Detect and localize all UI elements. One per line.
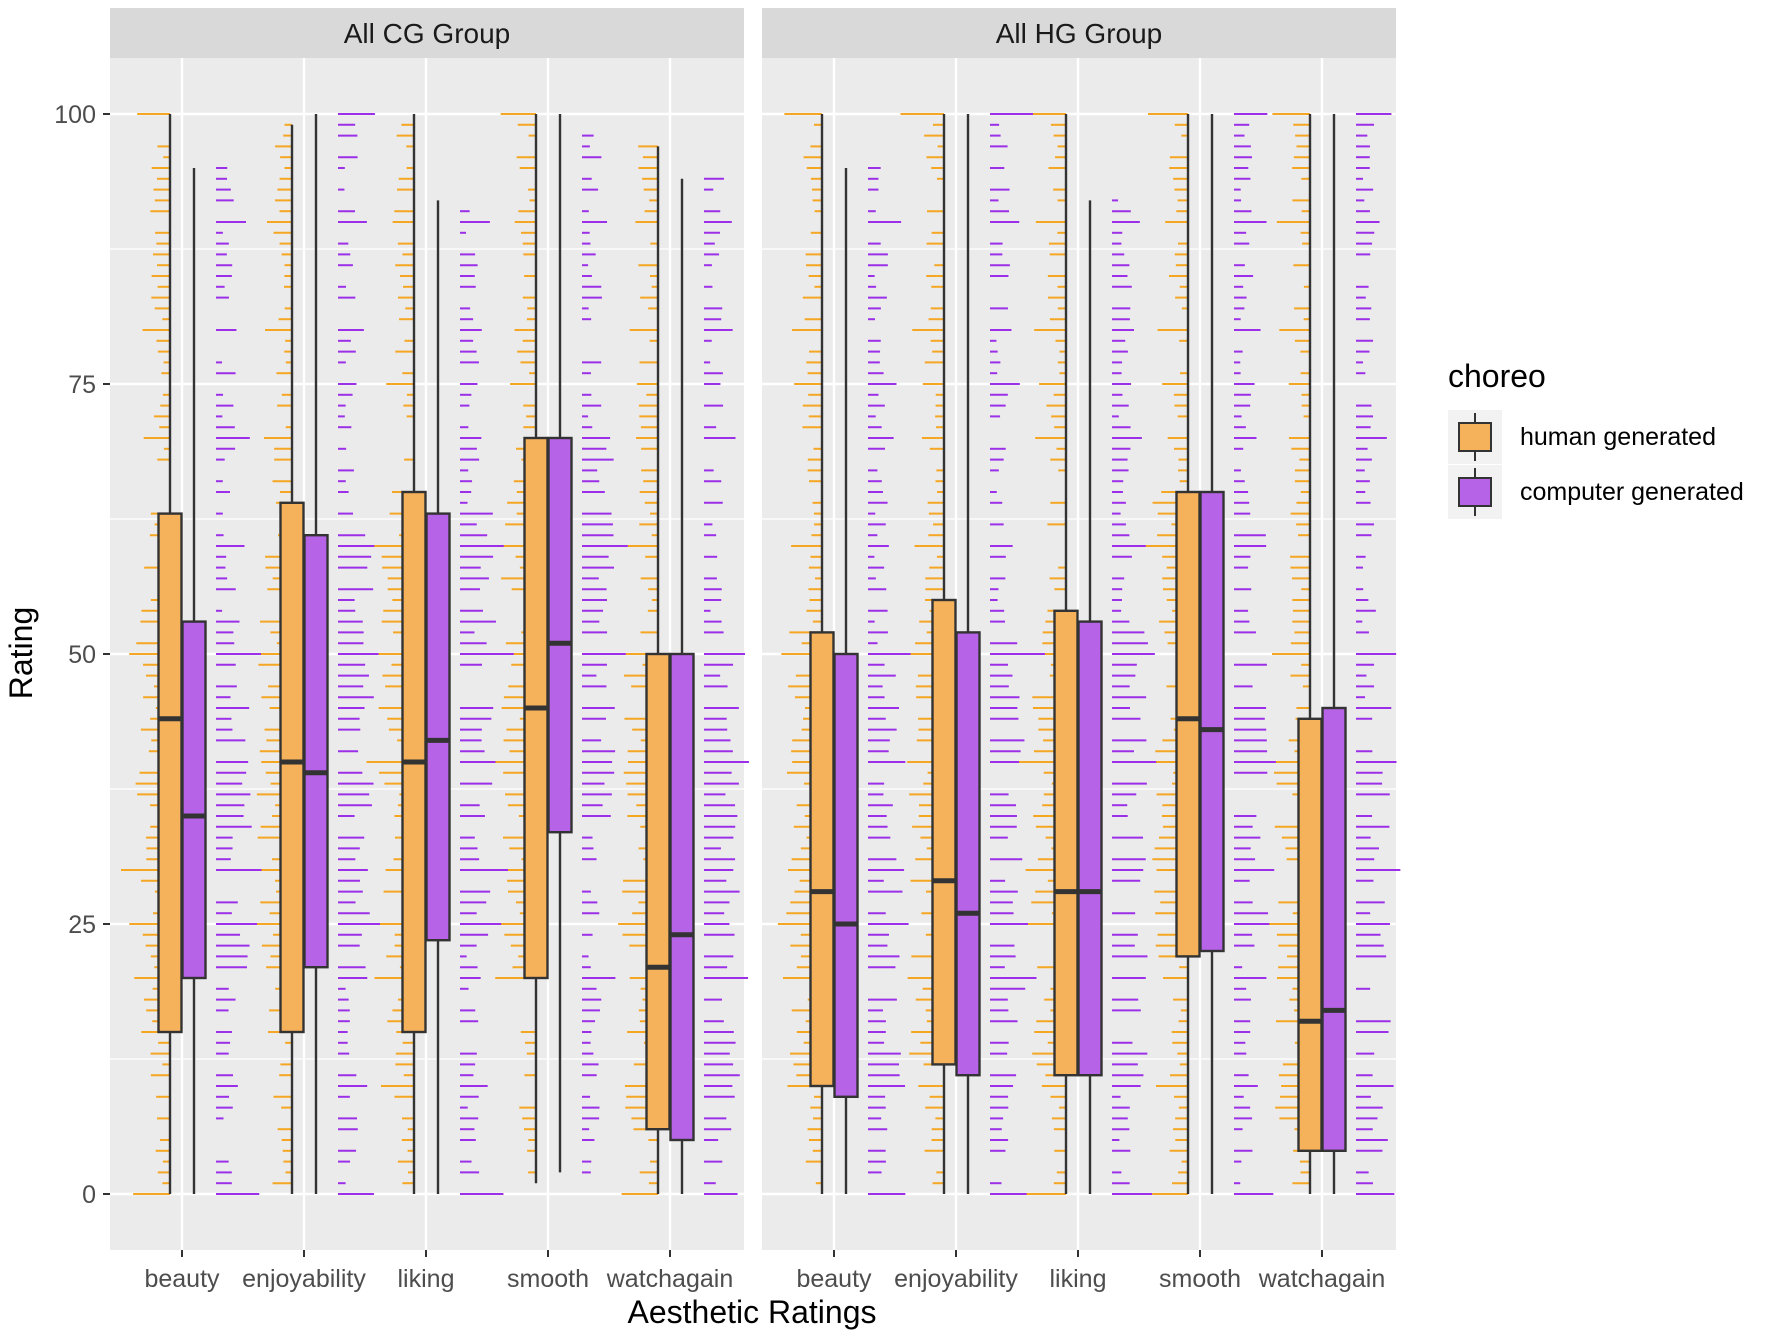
x-tick-label: enjoyability: [242, 1265, 366, 1293]
x-tick-label: enjoyability: [894, 1265, 1018, 1293]
x-tick-label: liking: [398, 1265, 455, 1293]
y-tick-label: 0: [82, 1181, 96, 1209]
axis-titles: Aesthetic Ratings Rating: [3, 607, 877, 1330]
rug-ticks-computer-liking: [1112, 199, 1157, 1195]
x-tick-label: beauty: [796, 1265, 872, 1293]
legend-key-human: [1458, 422, 1492, 452]
rug-ticks-computer-enjoyability: [990, 113, 1045, 1195]
box-computer-liking: [425, 200, 451, 1194]
panel-1: All CG Group beauty enjoyability liking smoo…: [110, 8, 749, 1293]
rug-ticks-computer-liking: [460, 210, 514, 1195]
box-computer-beauty: [181, 168, 207, 1194]
facet-strip: [762, 8, 1396, 58]
rug-ticks-computer-enjoyability: [338, 113, 381, 1195]
box-human-liking: [1053, 114, 1079, 1194]
x-tick-label: smooth: [1159, 1265, 1241, 1293]
legend: choreo human generated computer generate…: [1448, 358, 1744, 519]
box-iqr: [1297, 717, 1323, 1152]
x-axis-title: Aesthetic Ratings: [627, 1294, 876, 1330]
box-computer-watchagain: [1321, 114, 1347, 1194]
facet-strip-label: All CG Group: [344, 18, 511, 49]
x-tick-label: smooth: [507, 1265, 589, 1293]
y-axis-title: Rating: [3, 607, 39, 700]
box-iqr: [809, 631, 835, 1088]
y-tick-label: 25: [68, 911, 96, 939]
box-iqr: [303, 534, 329, 969]
box-computer-enjoyability: [303, 114, 329, 1194]
box-computer-enjoyability: [955, 114, 981, 1194]
box-human-beauty: [157, 114, 183, 1194]
box-computer-smooth: [1199, 114, 1225, 1194]
box-computer-smooth: [547, 114, 573, 1173]
box-iqr: [279, 501, 305, 1034]
y-tick-label: 75: [68, 371, 96, 399]
box-iqr: [425, 512, 451, 942]
box-iqr: [645, 652, 671, 1131]
box-human-smooth: [523, 114, 549, 1184]
x-tick-label: liking: [1050, 1265, 1107, 1293]
box-computer-beauty: [833, 168, 859, 1194]
box-computer-watchagain: [669, 178, 695, 1194]
box-iqr: [1053, 609, 1079, 1077]
facet-strip-label: All HG Group: [996, 18, 1163, 49]
facet-strip: [110, 8, 744, 58]
rug-ticks-computer-beauty: [868, 167, 911, 1195]
box-computer-liking: [1077, 200, 1103, 1194]
x-tick-label: watchagain: [1258, 1265, 1385, 1293]
legend-key-computer: [1458, 477, 1492, 507]
box-iqr: [547, 436, 573, 834]
x-tick-label: watchagain: [606, 1265, 733, 1293]
box-iqr: [1321, 706, 1347, 1152]
rug-ticks-computer-smooth: [582, 134, 628, 1174]
legend-label-human: human generated: [1520, 423, 1716, 451]
legend-title: choreo: [1448, 358, 1546, 394]
box-iqr: [157, 512, 183, 1034]
box-iqr: [181, 620, 207, 980]
box-human-smooth: [1175, 114, 1201, 1194]
box-iqr: [833, 652, 859, 1098]
rug-ticks-computer-beauty: [216, 167, 262, 1195]
box-iqr: [669, 652, 695, 1142]
panel-2: All HG Group beauty enjoyability liking smoo…: [762, 8, 1401, 1293]
rug-ticks-computer-watchagain: [704, 177, 749, 1195]
box-iqr: [955, 631, 981, 1077]
x-tick-label: beauty: [144, 1265, 220, 1293]
rug-ticks-computer-smooth: [1234, 113, 1276, 1195]
y-axis: 0 25 50 75 100: [54, 101, 110, 1209]
box-iqr: [1077, 620, 1103, 1077]
rug-ticks-computer-watchagain: [1356, 113, 1401, 1195]
y-tick-label: 50: [68, 641, 96, 669]
legend-label-computer: computer generated: [1520, 478, 1744, 506]
y-tick-label: 100: [54, 101, 96, 129]
box-human-enjoyability: [279, 124, 305, 1194]
box-iqr: [1199, 490, 1225, 953]
panels-layer: All CG Group beauty enjoyability liking smoo…: [110, 8, 1401, 1293]
box-human-liking: [401, 114, 427, 1194]
box-human-beauty: [809, 114, 835, 1194]
box-iqr: [1175, 490, 1201, 958]
box-iqr: [931, 598, 957, 1066]
